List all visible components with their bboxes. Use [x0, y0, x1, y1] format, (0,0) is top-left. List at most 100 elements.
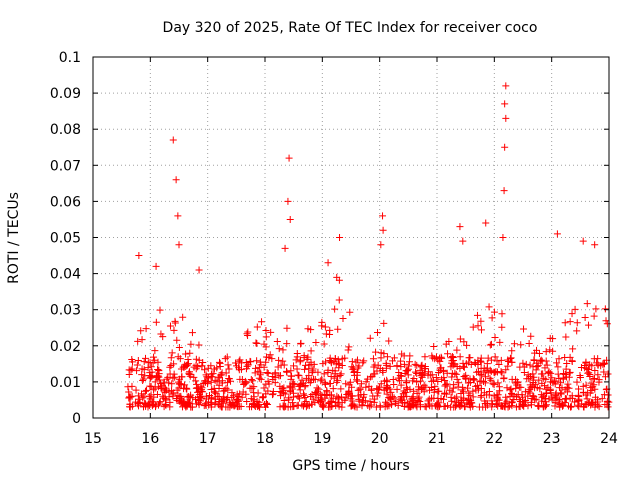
data-point — [126, 393, 134, 401]
data-point — [367, 386, 375, 394]
data-point — [460, 363, 468, 371]
data-point — [559, 370, 567, 378]
data-point — [238, 375, 246, 383]
data-point — [549, 335, 557, 343]
data-point — [532, 395, 540, 403]
data-point — [146, 369, 154, 377]
data-point — [535, 350, 543, 358]
data-point — [275, 345, 283, 353]
data-point — [141, 387, 149, 395]
data-point — [473, 368, 481, 376]
data-point — [152, 318, 160, 326]
data-point — [566, 403, 574, 411]
data-point — [334, 400, 342, 408]
data-point — [561, 386, 569, 394]
data-point — [593, 359, 601, 367]
data-point — [477, 364, 485, 372]
data-point — [268, 391, 276, 399]
data-point — [148, 398, 156, 406]
data-point — [242, 359, 250, 367]
data-point — [142, 325, 150, 333]
data-point — [174, 353, 182, 361]
data-point — [495, 396, 503, 404]
data-point — [215, 373, 223, 381]
data-point — [585, 366, 593, 374]
data-point — [421, 353, 429, 361]
data-point — [500, 187, 508, 195]
data-point — [192, 395, 200, 403]
data-point — [280, 396, 288, 404]
data-point — [395, 368, 403, 376]
data-point — [455, 379, 463, 387]
data-point — [557, 389, 565, 397]
data-point — [526, 385, 534, 393]
data-point — [247, 376, 255, 384]
data-point — [250, 383, 258, 391]
data-point — [305, 376, 313, 384]
data-point — [146, 382, 154, 390]
data-point — [279, 346, 287, 354]
data-point — [604, 370, 612, 378]
data-point — [288, 372, 296, 380]
data-point — [409, 394, 417, 402]
grid-lines — [93, 57, 609, 418]
data-point — [182, 384, 190, 392]
data-point — [313, 384, 321, 392]
data-point — [298, 376, 306, 384]
data-point — [491, 353, 499, 361]
data-point — [592, 305, 600, 313]
data-point — [458, 386, 466, 394]
data-point — [428, 377, 436, 385]
data-point — [524, 371, 532, 379]
data-point — [250, 396, 258, 404]
data-point — [132, 386, 140, 394]
data-point — [279, 357, 287, 365]
data-point — [536, 385, 544, 393]
data-point — [587, 399, 595, 407]
data-point — [289, 399, 297, 407]
data-point — [604, 397, 612, 405]
data-point — [521, 388, 529, 396]
data-point — [475, 403, 483, 411]
data-point — [252, 339, 260, 347]
data-point — [486, 341, 494, 349]
data-point — [156, 398, 164, 406]
data-point — [327, 373, 335, 381]
data-point — [576, 371, 584, 379]
data-point — [281, 390, 289, 398]
data-point — [199, 358, 207, 366]
data-point — [254, 389, 262, 397]
data-point — [329, 367, 337, 375]
y-tick-label: 0.07 — [50, 158, 81, 174]
data-point — [499, 234, 507, 241]
data-point — [435, 369, 443, 377]
data-point — [316, 391, 324, 399]
data-point — [154, 365, 162, 373]
data-point — [348, 401, 356, 409]
data-point — [440, 367, 448, 375]
data-point — [444, 350, 452, 358]
data-point — [297, 340, 305, 348]
data-point — [413, 403, 421, 411]
data-point — [281, 244, 289, 252]
data-point — [166, 322, 174, 330]
data-point — [579, 237, 587, 245]
data-point — [342, 380, 350, 388]
data-point — [374, 389, 382, 397]
data-point — [443, 380, 451, 388]
data-point — [451, 369, 459, 377]
data-point — [390, 354, 398, 362]
data-point — [331, 305, 339, 313]
data-point — [166, 363, 174, 371]
data-point — [366, 397, 374, 405]
data-point — [290, 362, 298, 370]
data-point — [162, 396, 170, 404]
data-point — [374, 328, 382, 336]
data-point — [480, 377, 488, 385]
data-point — [486, 366, 494, 374]
data-point — [430, 388, 438, 396]
data-point — [377, 354, 385, 362]
data-point — [287, 367, 295, 375]
data-point — [326, 357, 334, 365]
data-point — [488, 403, 496, 411]
